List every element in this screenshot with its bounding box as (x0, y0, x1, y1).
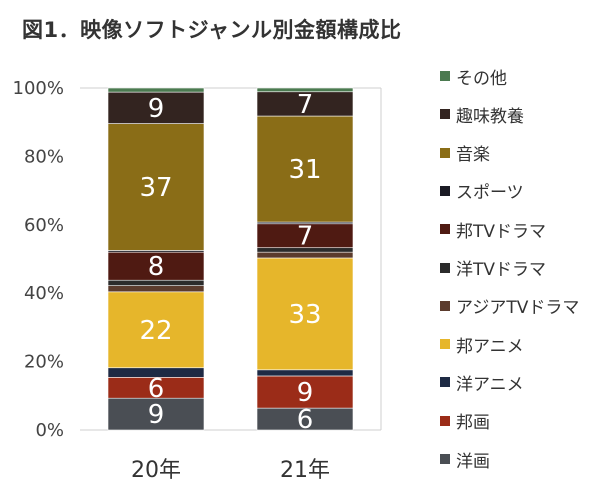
bar-segment (107, 123, 205, 251)
data-label: 7 (297, 90, 314, 120)
data-label: 9 (148, 94, 165, 124)
legend-swatch (440, 147, 450, 158)
y-tick-label: 40% (24, 283, 64, 304)
legend-item: その他 (440, 62, 507, 90)
data-label: 6 (297, 405, 314, 435)
legend-swatch (440, 262, 450, 273)
legend-item: 邦アニメ (440, 330, 524, 358)
legend-swatch (440, 377, 450, 388)
legend-item: 邦TVドラマ (440, 215, 546, 243)
data-label: 6 (148, 374, 165, 404)
legend-item: 趣味教養 (440, 100, 524, 128)
legend-label: 邦画 (456, 413, 490, 434)
legend-swatch (440, 224, 450, 235)
legend-label: 邦アニメ (456, 336, 524, 357)
data-label: 7 (297, 222, 314, 252)
bar-segment (107, 285, 205, 293)
legend-label: アジアTVドラマ (456, 298, 580, 319)
x-axis-tick-labels: 20年 21年 (131, 458, 330, 483)
bar-segment (256, 87, 354, 93)
y-tick-label: 0% (35, 420, 64, 441)
legend-label: 洋アニメ (456, 374, 524, 395)
legend-label: 邦TVドラマ (456, 221, 547, 242)
bar-segment (256, 257, 354, 371)
data-label: 37 (139, 173, 172, 203)
data-label: 9 (148, 400, 165, 430)
legend-swatch (440, 415, 450, 426)
x-tick-label: 21年 (280, 458, 330, 483)
legend-item: 邦画 (440, 407, 490, 435)
legend-swatch (440, 339, 450, 350)
data-label: 22 (139, 316, 172, 346)
data-label: 8 (148, 252, 165, 282)
bar-segment (107, 251, 205, 281)
y-tick-label: 20% (24, 352, 64, 373)
bar-segment (107, 397, 205, 431)
legend-label: 洋画 (456, 451, 490, 472)
legend-label: 洋TVドラマ (456, 260, 547, 280)
bar-segment (107, 87, 205, 93)
legend-swatch (440, 300, 450, 311)
legend-item: 洋アニメ (440, 368, 524, 396)
legend-swatch (440, 109, 450, 120)
x-tick-label: 20年 (131, 458, 181, 483)
legend-label: スポーツ (456, 183, 524, 204)
chart-title: 図1．映像ソフトジャンル別金額構成比 (22, 18, 402, 42)
y-tick-label: 100% (13, 78, 64, 99)
legend-label: 趣味教養 (456, 106, 524, 127)
legend-item: 洋画 (440, 445, 490, 473)
bar-segment (256, 369, 354, 377)
legend-item: スポーツ (440, 177, 524, 205)
legend-item: アジアTVドラマ (440, 292, 579, 320)
bar-segment (107, 367, 205, 378)
legend-item: 洋TVドラマ (440, 254, 546, 282)
legend-swatch (440, 71, 450, 81)
data-label: 33 (288, 300, 321, 330)
bar-segment (256, 115, 354, 223)
data-label: 9 (297, 378, 314, 408)
y-axis-tick-labels: 0% 20% 40% 60% 80% 100% (13, 78, 64, 441)
legend-swatch (440, 454, 450, 464)
bar-segment (256, 251, 354, 259)
legend-label: 音楽 (456, 145, 490, 166)
data-label: 31 (288, 155, 321, 185)
legend-swatch (440, 185, 450, 196)
legend-item: 音楽 (440, 139, 490, 167)
legend-label: その他 (456, 68, 507, 89)
bar-segment (107, 291, 205, 369)
y-tick-label: 80% (24, 146, 64, 167)
y-tick-label: 60% (24, 215, 64, 236)
